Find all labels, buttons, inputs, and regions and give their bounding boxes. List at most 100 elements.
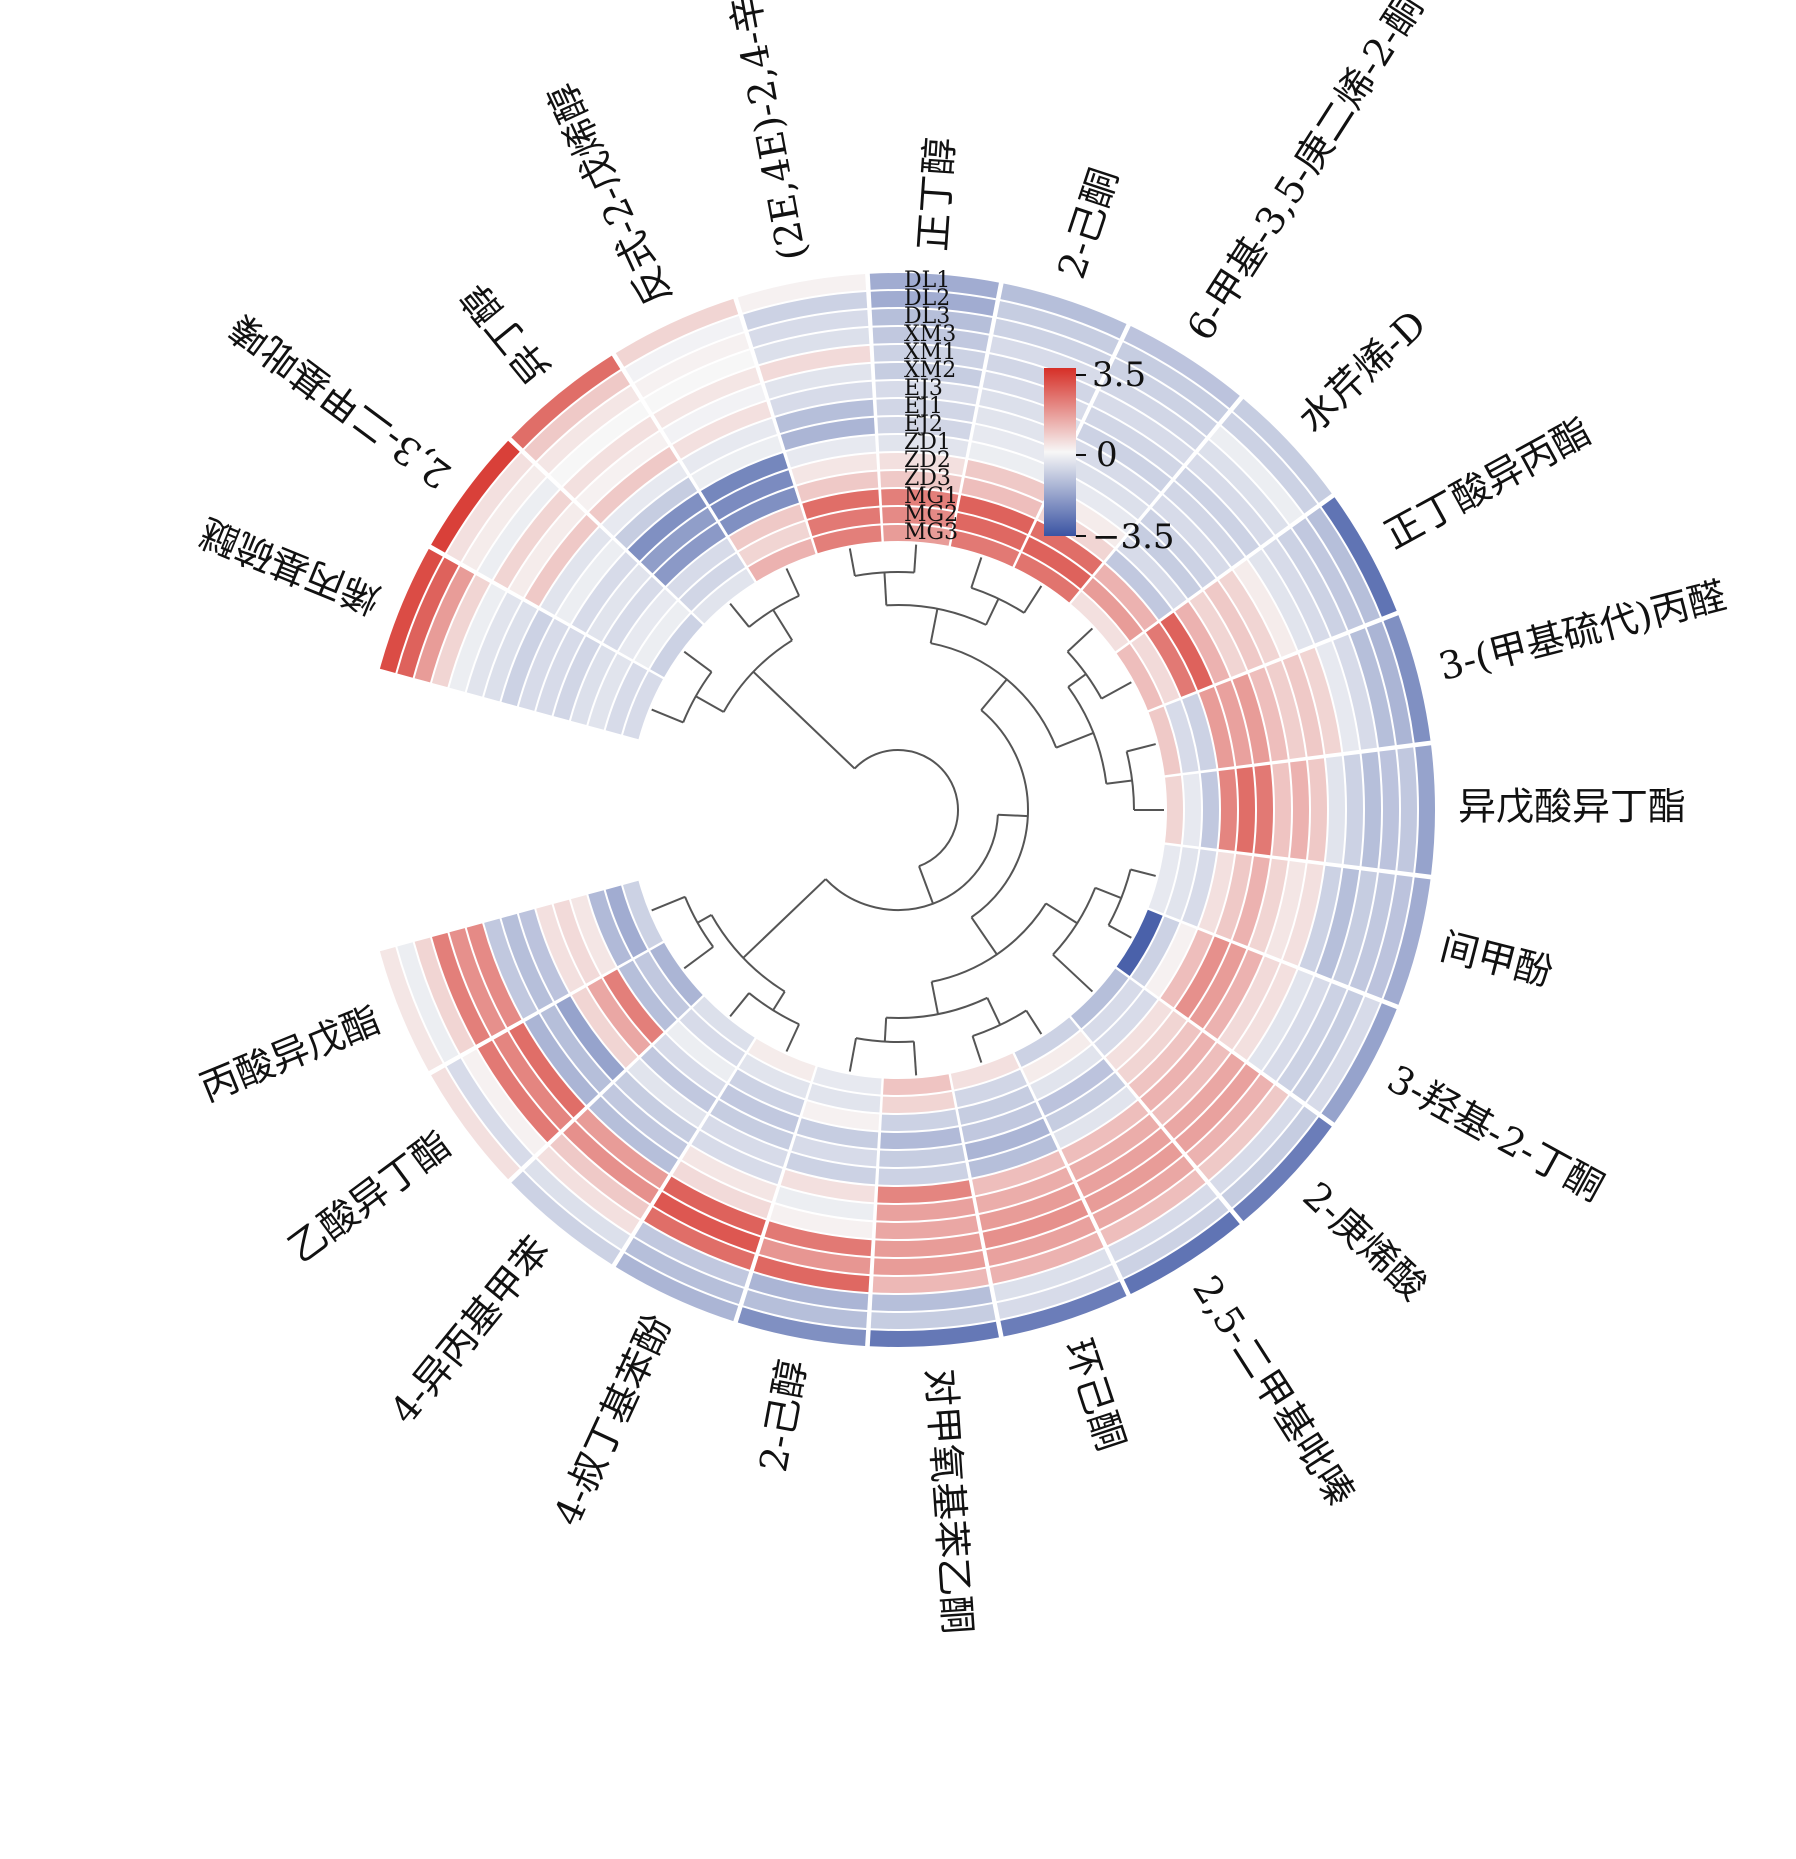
heatmap-cell (1200, 771, 1219, 849)
heatmap-cell (1131, 633, 1180, 704)
heatmap-cell (691, 435, 783, 490)
heatmap-cell (1165, 700, 1199, 773)
heatmap-cell (875, 1215, 979, 1239)
heatmap-cell (1148, 706, 1181, 776)
heatmap-cell (871, 308, 993, 334)
heatmap-cell (1383, 877, 1431, 1005)
heatmap-cell (879, 1144, 966, 1168)
heatmap-cell (807, 507, 881, 537)
heatmap-cell (537, 386, 640, 474)
legend-colorbar (1044, 368, 1076, 536)
compound-label: 6-甲基-3,5-庚二烯-2-酮-D (1178, 0, 1454, 348)
compound-label: 反式-2-戊烯醇 (540, 76, 680, 312)
heatmap-cell (876, 399, 976, 423)
heatmap-cell (1236, 766, 1256, 854)
sample-label: EJ3 (904, 376, 943, 401)
dendrogram-branch (697, 914, 712, 924)
heatmap-cell (553, 899, 601, 984)
heatmap-cell (1163, 481, 1245, 567)
heatmap-cell (786, 1152, 877, 1185)
heatmap-cell (431, 1067, 520, 1180)
heatmap-cell (1152, 495, 1231, 578)
heatmap-cell (1022, 536, 1091, 589)
heatmap-cell (1094, 564, 1158, 631)
heatmap-cell (449, 928, 506, 1037)
heatmap-cell (737, 274, 867, 313)
heatmap-cell (770, 381, 873, 416)
heatmap-cell (954, 1069, 1027, 1108)
heatmap-cell (1077, 1128, 1172, 1197)
heatmap-cell (807, 1083, 881, 1113)
heatmap-cell (524, 370, 630, 461)
heatmap-cell (623, 671, 663, 740)
heatmap-cell (493, 1031, 573, 1130)
heatmap-cell (968, 1134, 1058, 1178)
heatmap-cell (1071, 591, 1129, 652)
heatmap-cell (446, 453, 533, 562)
dendrogram-branch (1108, 924, 1132, 939)
dendrogram-branch (985, 598, 1000, 626)
heatmap-cell (379, 548, 443, 673)
heatmap-cell (466, 923, 522, 1028)
dendrogram-branch (971, 1035, 983, 1063)
heatmap-cell (950, 530, 1020, 567)
compound-label: 3-(甲基硫代)丙醛 (1434, 574, 1730, 690)
heatmap-cell (1100, 374, 1206, 450)
heatmap-cell (640, 1046, 717, 1113)
heatmap-cell (462, 1049, 546, 1155)
dendrogram-branch (772, 609, 793, 641)
heatmap-cell (791, 453, 878, 485)
heatmap-cell (1145, 923, 1197, 997)
heatmap-cell (972, 424, 1066, 469)
heatmap-cell (509, 1022, 586, 1118)
heatmap-cell (1282, 654, 1324, 757)
heatmap-cell (449, 583, 506, 692)
legend-mid-label: 0 (1096, 435, 1118, 475)
heatmap-cell (589, 1096, 678, 1173)
heatmap-cell (1349, 872, 1395, 992)
heatmap-cell (623, 880, 663, 949)
heatmap-cell (1306, 996, 1380, 1113)
heatmap-cell (1160, 929, 1213, 1008)
heatmap-cell (1299, 865, 1342, 973)
dendrogram-branch (853, 749, 959, 868)
dendrogram-branch (772, 991, 786, 1011)
heatmap-cell (882, 507, 955, 529)
heatmap-cell (1186, 453, 1274, 546)
heatmap-cell (1189, 591, 1247, 677)
heatmap-cell (653, 1191, 761, 1253)
heatmap-cell (1092, 1156, 1194, 1230)
dendrogram-branch (683, 650, 713, 673)
heatmap-cell (553, 636, 601, 721)
heatmap-cell (1262, 976, 1330, 1081)
heatmap-cell (1325, 756, 1346, 864)
heatmap-cell (1204, 581, 1263, 671)
heatmap-cell (743, 291, 868, 330)
heatmap-cell (1366, 874, 1413, 999)
heatmap-cell (615, 1253, 739, 1322)
heatmap-cell (1254, 764, 1274, 856)
heatmap-cell (1148, 844, 1181, 914)
heatmap-cell (1053, 1086, 1137, 1148)
heatmap-cell (748, 538, 816, 582)
heatmap-cell (1123, 1211, 1240, 1294)
heatmap-cell (634, 601, 690, 669)
heatmap-cell (672, 401, 772, 459)
sample-label: EJ2 (904, 412, 943, 437)
heatmap-cell (691, 1130, 783, 1185)
heatmap-cell (1092, 390, 1194, 464)
heatmap-cell (1221, 1106, 1318, 1208)
heatmap-cell (961, 1102, 1043, 1143)
heatmap-cell (618, 589, 677, 660)
compound-label: 异丁醇 (453, 275, 559, 391)
heatmap-cell (628, 492, 707, 561)
heatmap-cell (524, 1159, 630, 1250)
dendrogram-branch (1130, 868, 1156, 877)
dendrogram-branch (651, 895, 686, 912)
heatmap-cell (1175, 1064, 1260, 1153)
heatmap-cell (511, 355, 621, 449)
heatmap-cell (961, 477, 1043, 518)
sample-label: ZD1 (904, 430, 951, 455)
